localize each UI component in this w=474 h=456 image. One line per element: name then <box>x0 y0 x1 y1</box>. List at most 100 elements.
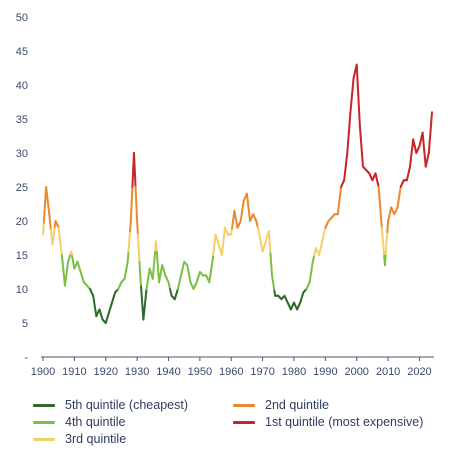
line-segment <box>136 220 139 236</box>
line-segment <box>43 197 47 212</box>
y-tick-label: 25 <box>16 182 28 194</box>
legend-swatch <box>33 437 55 441</box>
legend-label: 2nd quintile <box>265 398 329 412</box>
line-segment <box>138 260 142 277</box>
line-segment <box>155 250 159 263</box>
line-segment <box>377 186 381 199</box>
line-segment <box>60 254 64 264</box>
line-segment <box>357 94 361 112</box>
line-segment <box>378 196 382 209</box>
line-segment <box>268 241 272 255</box>
line-segment <box>349 102 353 114</box>
y-tick-label: 20 <box>16 216 28 228</box>
line-segment <box>127 240 131 253</box>
line-segment <box>360 145 364 158</box>
line-segment <box>128 230 132 243</box>
chart-plot: - 5 10 15 20 25 30 35 40 45 50 1900 1910 1920 1930 194… <box>16 12 434 378</box>
line-segment <box>221 240 225 250</box>
x-tick-label: 1980 <box>282 366 306 378</box>
line-segment <box>57 226 61 236</box>
legend-label: 1st quintile (most expensive) <box>265 415 424 429</box>
legend-item-5th-quintile: 5th quintile (cheapest) <box>33 398 188 412</box>
line-segment <box>58 233 62 243</box>
y-tick-label: - <box>24 352 28 364</box>
line-segment <box>143 303 146 313</box>
line-segment <box>355 63 359 81</box>
line-segment <box>126 250 130 263</box>
legend-label: 5th quintile (cheapest) <box>65 398 188 412</box>
line-segment <box>343 165 347 175</box>
legend-label: 3rd quintile <box>65 432 127 446</box>
legend-swatch <box>33 420 55 424</box>
line-segment <box>132 152 136 171</box>
x-tick-label: 1950 <box>188 366 212 378</box>
line-segment <box>421 131 425 143</box>
line-segment <box>52 225 56 234</box>
line-segment <box>134 186 138 205</box>
line-segment <box>137 247 141 263</box>
x-tick-label: 1900 <box>31 366 55 378</box>
x-tick-label: 2020 <box>407 366 431 378</box>
line-segment <box>350 94 354 105</box>
line-segment <box>139 274 143 288</box>
y-tick-label: 35 <box>16 114 28 126</box>
line-segment <box>385 231 389 245</box>
line-segment <box>379 206 383 219</box>
line-segment <box>347 131 350 144</box>
x-tick-label: 1960 <box>219 366 243 378</box>
line-segment <box>142 310 146 321</box>
line-segment <box>64 272 68 281</box>
line-segment <box>135 203 139 222</box>
line-segment <box>130 186 134 205</box>
line-segment <box>152 259 156 271</box>
line-segment <box>153 249 157 262</box>
line-segment <box>410 145 414 154</box>
line-segment <box>151 268 155 280</box>
line-segment <box>348 111 352 124</box>
legend-swatch <box>233 403 255 407</box>
line-segment <box>351 77 355 88</box>
line-segment <box>65 266 69 275</box>
line-segment <box>231 221 234 230</box>
line-segment <box>136 233 140 250</box>
line-segment <box>144 288 148 298</box>
line-segment <box>344 158 348 168</box>
series-line <box>42 63 433 324</box>
line-segment <box>245 192 249 202</box>
legend: 5th quintile (cheapest) 4th quintile 3rd… <box>0 394 474 454</box>
line-segment <box>429 121 433 134</box>
y-tick-label: 50 <box>16 12 28 24</box>
line-segment <box>131 169 135 188</box>
line-segment <box>347 121 351 134</box>
x-tick-label: 2000 <box>344 366 368 378</box>
line-segment <box>336 206 340 216</box>
line-segment <box>269 252 273 266</box>
line-segment <box>361 155 364 168</box>
line-segment <box>62 269 66 279</box>
line-segment <box>140 296 144 310</box>
line-segment <box>222 233 226 243</box>
x-tick-label: 2010 <box>376 366 400 378</box>
x-tick-label: 1920 <box>93 366 117 378</box>
line-segment <box>51 237 55 246</box>
line-segment <box>351 85 354 97</box>
line-segment <box>270 263 274 277</box>
line-segment <box>422 140 426 151</box>
line-segment <box>409 152 413 161</box>
line-segment <box>42 209 46 224</box>
line-segment <box>339 186 343 195</box>
line-segment <box>45 192 49 202</box>
line-segment <box>49 228 53 239</box>
line-segment <box>384 242 388 256</box>
x-tick-label: 1990 <box>313 366 337 378</box>
line-segment <box>156 260 160 273</box>
line-segment <box>337 199 341 209</box>
legend-item-2nd-quintile: 2nd quintile <box>233 398 329 412</box>
y-tick-label: 5 <box>22 318 28 330</box>
line-segment <box>211 254 215 263</box>
line-segment <box>133 169 137 188</box>
y-tick-label: 30 <box>16 148 28 160</box>
line-segment <box>380 226 384 239</box>
legend-item-3rd-quintile: 3rd quintile <box>33 432 126 446</box>
line-segment <box>129 220 132 233</box>
